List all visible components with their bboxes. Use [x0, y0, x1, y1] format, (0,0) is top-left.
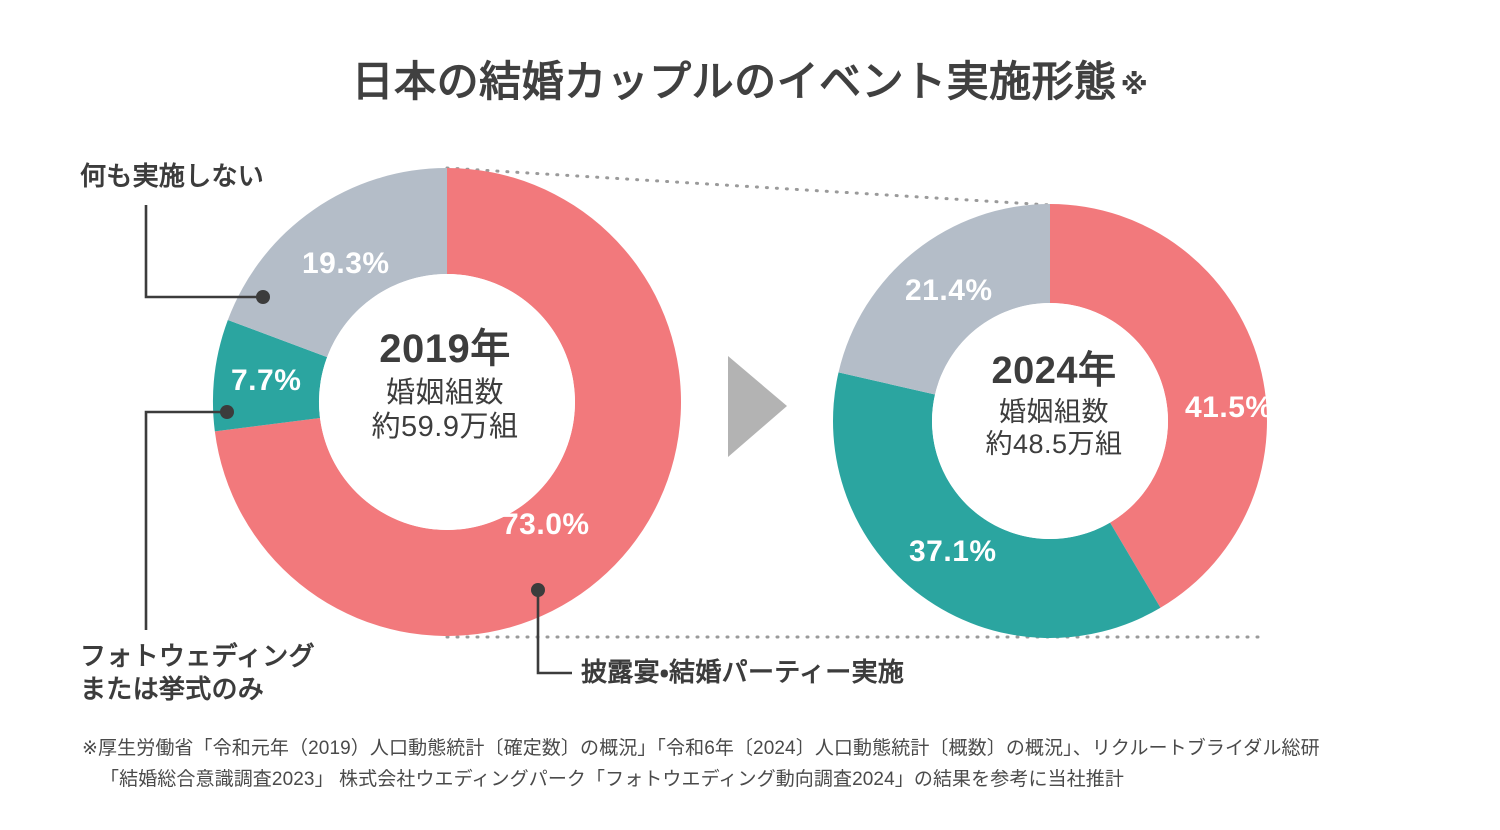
callout-label-party: 披露宴・結婚パーティー実施: [581, 656, 904, 689]
donut-2024-hole: [932, 303, 1168, 539]
leader-line-photo: [144, 405, 234, 630]
callout-label-photo: フォトウェディング または挙式のみ: [80, 640, 315, 707]
donut-2024-slice-photo: [833, 372, 1161, 638]
donut-2024: [833, 204, 1267, 638]
footnote-line-1: ※厚生労働省「令和元年（2019）人口動態統計〔確定数〕の概況」「令和6年〔20…: [82, 738, 1320, 759]
callout-label-party-text: 披露宴・結婚パーティー実施: [581, 657, 905, 687]
callout-label-photo-line2: または挙式のみ: [80, 674, 265, 705]
callout-label-none: 何も実施しない: [80, 160, 264, 193]
dotted-guide-top: [445, 166, 1052, 207]
leader-line-party: [531, 583, 572, 675]
donut-2019: [213, 167, 682, 636]
page-title-text: 日本の結婚カップルのイベント実施形態: [351, 58, 1117, 105]
leader-line-none: [144, 205, 270, 304]
donut-2019-slice-none: [227, 167, 447, 358]
page-title: 日本の結婚カップルのイベント実施形態 ※: [0, 48, 1500, 109]
transition-arrow-icon: [728, 356, 787, 457]
donut-2024-slice-none: [838, 204, 1050, 395]
donut-2024-slice-party: [1050, 204, 1267, 608]
footnote-line-2: 「結婚総合意識調査2023」 株式会社ウエディングパーク「フォトウエディング動向…: [100, 769, 1124, 791]
page-title-footnote-mark: ※: [1120, 69, 1149, 100]
donut-2019-slice-party: [214, 168, 682, 636]
callout-label-photo-line1: フォトウェディング: [80, 641, 315, 671]
donut-2019-hole: [319, 274, 575, 530]
callout-label-none-text: 何も実施しない: [80, 161, 265, 191]
donut-2019-slice-photo: [213, 319, 328, 432]
footnote: ※厚生労働省「令和元年（2019）人口動態統計〔確定数〕の概況」「令和6年〔20…: [82, 733, 1442, 796]
